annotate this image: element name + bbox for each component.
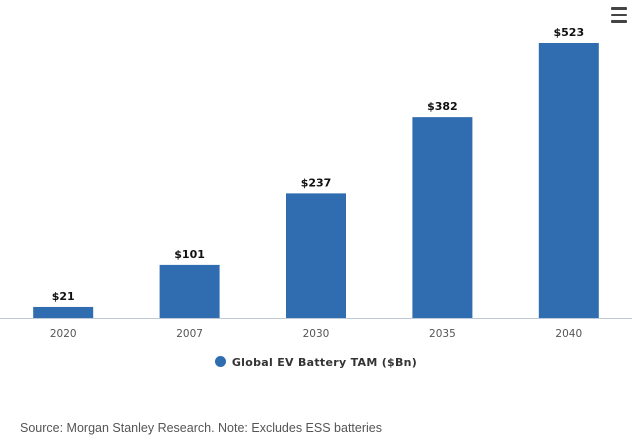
bar-2020[interactable] bbox=[33, 306, 94, 318]
bar-2040[interactable] bbox=[538, 43, 599, 318]
data-label-2040: $523 bbox=[553, 26, 584, 39]
legend-label: Global EV Battery TAM ($Bn) bbox=[231, 356, 418, 369]
x-tick-label-2007: 2007 bbox=[176, 328, 203, 340]
data-labels-group: $21 $101 $237 $382 $523 bbox=[52, 26, 584, 303]
data-label-2035: $382 bbox=[427, 100, 458, 113]
bar-2035[interactable] bbox=[412, 117, 473, 318]
legend[interactable]: Global EV Battery TAM ($Bn) bbox=[0, 356, 632, 369]
data-label-2020: $21 bbox=[52, 290, 75, 303]
bar-2007[interactable] bbox=[159, 264, 220, 318]
x-tick-labels-group: 2020 2007 2030 2035 2040 bbox=[50, 328, 582, 340]
source-note: Source: Morgan Stanley Research. Note: E… bbox=[20, 421, 382, 435]
bars-group bbox=[33, 43, 599, 318]
data-label-2030: $237 bbox=[301, 176, 332, 189]
legend-marker-icon bbox=[214, 356, 226, 367]
x-tick-label-2020: 2020 bbox=[50, 328, 77, 340]
bar-chart: $21 $101 $237 $382 $523 2020 2007 2030 2035 2040 bbox=[0, 26, 632, 340]
x-tick-label-2040: 2040 bbox=[555, 328, 582, 340]
data-label-2007: $101 bbox=[174, 248, 205, 261]
x-tick-label-2030: 2030 bbox=[303, 328, 330, 340]
x-tick-label-2035: 2035 bbox=[429, 328, 456, 340]
hamburger-menu-icon bbox=[611, 7, 627, 10]
hamburger-menu-icon-line bbox=[611, 13, 627, 16]
bar-2030[interactable] bbox=[286, 193, 346, 318]
chart-menu-button[interactable] bbox=[608, 2, 630, 24]
hamburger-menu-icon-line bbox=[611, 20, 627, 23]
